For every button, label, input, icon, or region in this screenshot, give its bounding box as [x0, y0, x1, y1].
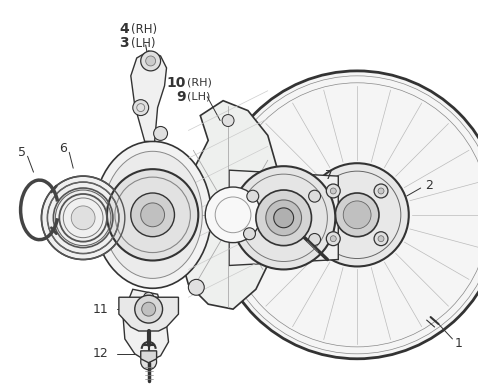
Circle shape [144, 292, 154, 302]
Text: 7: 7 [325, 169, 333, 182]
Circle shape [146, 56, 156, 66]
Circle shape [107, 169, 198, 261]
Circle shape [141, 354, 156, 370]
Circle shape [188, 280, 204, 295]
Text: 10: 10 [166, 76, 185, 90]
Text: (RH): (RH) [187, 78, 212, 88]
Circle shape [222, 115, 234, 127]
Circle shape [374, 232, 388, 246]
Circle shape [374, 184, 388, 198]
Circle shape [309, 190, 321, 202]
Ellipse shape [94, 141, 211, 288]
Circle shape [343, 201, 371, 229]
Circle shape [41, 176, 125, 259]
Text: 11: 11 [93, 303, 109, 316]
Circle shape [131, 193, 174, 237]
Polygon shape [141, 351, 156, 363]
Circle shape [154, 127, 168, 141]
Circle shape [330, 236, 336, 242]
Polygon shape [179, 100, 280, 309]
Circle shape [266, 200, 301, 236]
Circle shape [247, 190, 259, 202]
Circle shape [71, 206, 95, 230]
Circle shape [326, 184, 340, 198]
Text: 4: 4 [119, 22, 129, 36]
Ellipse shape [103, 151, 202, 278]
Circle shape [205, 187, 261, 243]
Polygon shape [119, 297, 179, 331]
Text: (RH): (RH) [131, 23, 157, 36]
Circle shape [141, 203, 165, 227]
Circle shape [309, 233, 321, 245]
Polygon shape [131, 51, 167, 141]
Circle shape [232, 166, 336, 270]
Circle shape [378, 236, 384, 242]
Polygon shape [229, 170, 338, 266]
Text: 1: 1 [455, 337, 462, 350]
Text: 2: 2 [425, 179, 432, 192]
Text: 12: 12 [93, 347, 109, 360]
Polygon shape [123, 289, 168, 362]
Text: 5: 5 [18, 146, 25, 159]
Circle shape [336, 193, 379, 237]
Text: 8: 8 [310, 203, 317, 216]
Text: (LH): (LH) [131, 37, 156, 50]
Circle shape [243, 228, 255, 240]
Circle shape [261, 223, 271, 233]
Circle shape [256, 190, 312, 246]
Text: 3: 3 [119, 36, 129, 50]
Circle shape [135, 295, 163, 323]
Text: 9: 9 [176, 90, 185, 104]
Circle shape [133, 100, 149, 116]
Circle shape [326, 232, 340, 246]
Circle shape [141, 51, 161, 71]
Text: 6: 6 [60, 142, 67, 155]
Circle shape [213, 71, 480, 359]
Circle shape [330, 188, 336, 194]
Circle shape [274, 208, 294, 228]
Circle shape [306, 163, 409, 266]
Circle shape [142, 302, 156, 316]
Text: (LH): (LH) [187, 92, 211, 102]
Circle shape [378, 188, 384, 194]
